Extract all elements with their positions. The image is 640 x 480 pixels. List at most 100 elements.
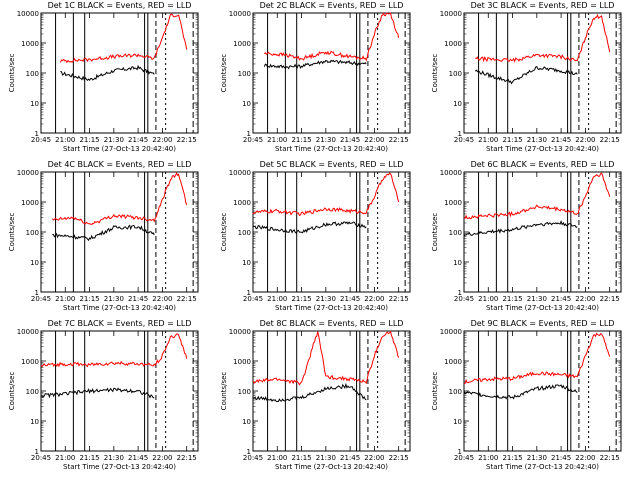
y-tick-label: 10000 <box>440 328 462 336</box>
x-tick-label: 21:15 <box>502 136 522 144</box>
panel-title: Det 7C BLACK = Events, RED = LLD <box>48 319 192 328</box>
x-tick-label: 22:15 <box>177 295 197 303</box>
x-tick-label: 21:30 <box>527 454 547 462</box>
x-tick-label: 21:00 <box>478 295 498 303</box>
x-axis-label: Start Time (27-Oct-13 20:42:40) <box>275 304 388 312</box>
x-tick-label: 21:45 <box>551 454 571 462</box>
x-tick-label: 21:30 <box>104 136 124 144</box>
series-line <box>252 172 400 217</box>
x-tick-label: 21:30 <box>316 295 336 303</box>
x-axis-label: Start Time (27-Oct-13 20:42:40) <box>486 463 599 471</box>
y-tick-label: 10 <box>453 259 462 267</box>
x-tick-label: 21:00 <box>55 295 75 303</box>
x-tick-label: 20:45 <box>454 454 474 462</box>
y-tick-label: 1 <box>35 130 39 138</box>
y-tick-label: 1 <box>247 289 251 297</box>
series-line <box>263 59 367 70</box>
y-tick-label: 1000 <box>21 358 39 366</box>
x-tick-label: 21:15 <box>502 454 522 462</box>
y-tick-label: 10000 <box>229 328 251 336</box>
plot-frame <box>40 171 199 293</box>
y-tick-label: 10 <box>242 259 251 267</box>
y-tick-label: 100 <box>449 229 462 237</box>
plot-frame <box>252 171 411 293</box>
y-tick-label: 1000 <box>233 40 251 48</box>
x-tick-label: 22:00 <box>575 295 595 303</box>
x-tick-label: 22:15 <box>177 136 197 144</box>
x-tick-label: 21:00 <box>478 136 498 144</box>
series-line <box>60 64 155 82</box>
x-tick-label: 21:00 <box>267 295 287 303</box>
detector-panel: Det 7C BLACK = Events, RED = LLD 1 10 100 10… <box>8 319 199 471</box>
panel-title: Det 6C BLACK = Events, RED = LLD <box>471 160 615 169</box>
x-tick-label: 22:15 <box>389 136 409 144</box>
y-tick-label: 10 <box>30 418 39 426</box>
y-tick-label: 100 <box>238 388 251 396</box>
y-tick-label: 10000 <box>229 169 251 177</box>
series-line <box>463 384 578 400</box>
plot-frame <box>40 330 199 452</box>
series-line <box>252 382 367 403</box>
series-line <box>40 387 155 399</box>
series-line <box>475 13 611 63</box>
x-tick-label: 21:30 <box>316 454 336 462</box>
detector-panel: Det 8C BLACK = Events, RED = LLD 1 10 100 10… <box>220 319 411 471</box>
y-tick-label: 10 <box>242 418 251 426</box>
y-tick-label: 1000 <box>444 358 462 366</box>
series-line <box>40 333 188 368</box>
x-tick-label: 22:15 <box>389 295 409 303</box>
y-axis-label: Counts/sec <box>8 54 16 93</box>
y-tick-label: 1 <box>458 448 462 456</box>
panel-title: Det 5C BLACK = Events, RED = LLD <box>260 160 404 169</box>
x-axis-label: Start Time (27-Oct-13 20:42:40) <box>275 145 388 153</box>
series-line <box>51 171 188 225</box>
x-axis-label: Start Time (27-Oct-13 20:42:40) <box>63 463 176 471</box>
y-tick-label: 1 <box>458 289 462 297</box>
x-tick-label: 20:45 <box>243 136 263 144</box>
plot-frame <box>463 330 622 452</box>
x-axis-label: Start Time (27-Oct-13 20:42:40) <box>486 145 599 153</box>
x-tick-label: 22:15 <box>600 454 620 462</box>
y-tick-label: 1 <box>247 448 251 456</box>
x-tick-label: 21:45 <box>340 454 360 462</box>
x-tick-label: 21:00 <box>55 454 75 462</box>
y-tick-label: 10 <box>30 100 39 108</box>
x-tick-label: 21:30 <box>316 136 336 144</box>
x-tick-label: 22:00 <box>364 295 384 303</box>
x-tick-label: 21:45 <box>340 136 360 144</box>
x-axis-label: Start Time (27-Oct-13 20:42:40) <box>275 463 388 471</box>
y-tick-label: 1000 <box>444 199 462 207</box>
x-tick-label: 20:45 <box>243 295 263 303</box>
x-tick-label: 21:15 <box>79 136 99 144</box>
detector-panel: Det 3C BLACK = Events, RED = LLD 1 10 100 10… <box>431 1 622 153</box>
x-tick-label: 21:15 <box>502 295 522 303</box>
y-tick-label: 1000 <box>21 40 39 48</box>
x-tick-label: 21:15 <box>79 454 99 462</box>
detector-panel: Det 2C BLACK = Events, RED = LLD 1 10 100 10… <box>220 1 411 153</box>
x-tick-label: 21:15 <box>291 454 311 462</box>
y-tick-label: 10 <box>242 100 251 108</box>
y-axis-label: Counts/sec <box>431 372 439 411</box>
x-tick-label: 21:30 <box>104 454 124 462</box>
y-tick-label: 10 <box>453 418 462 426</box>
x-tick-label: 20:45 <box>31 295 51 303</box>
x-tick-label: 21:45 <box>128 136 148 144</box>
detector-panel: Det 9C BLACK = Events, RED = LLD 1 10 100 10… <box>431 319 622 471</box>
x-tick-label: 21:30 <box>104 295 124 303</box>
x-tick-label: 22:00 <box>575 454 595 462</box>
panel-title: Det 8C BLACK = Events, RED = LLD <box>260 319 404 328</box>
y-tick-label: 1000 <box>233 199 251 207</box>
plot-frame <box>252 330 411 452</box>
y-tick-label: 10000 <box>17 10 39 18</box>
y-tick-label: 10 <box>453 100 462 108</box>
y-tick-label: 10000 <box>17 328 39 336</box>
y-tick-label: 100 <box>449 70 462 78</box>
panel-title: Det 2C BLACK = Events, RED = LLD <box>260 1 404 10</box>
y-axis-label: Counts/sec <box>8 372 16 411</box>
y-tick-label: 1 <box>247 130 251 138</box>
series-line <box>263 12 400 62</box>
series-line <box>252 330 400 386</box>
x-tick-label: 21:00 <box>267 454 287 462</box>
x-axis-label: Start Time (27-Oct-13 20:42:40) <box>63 145 176 153</box>
